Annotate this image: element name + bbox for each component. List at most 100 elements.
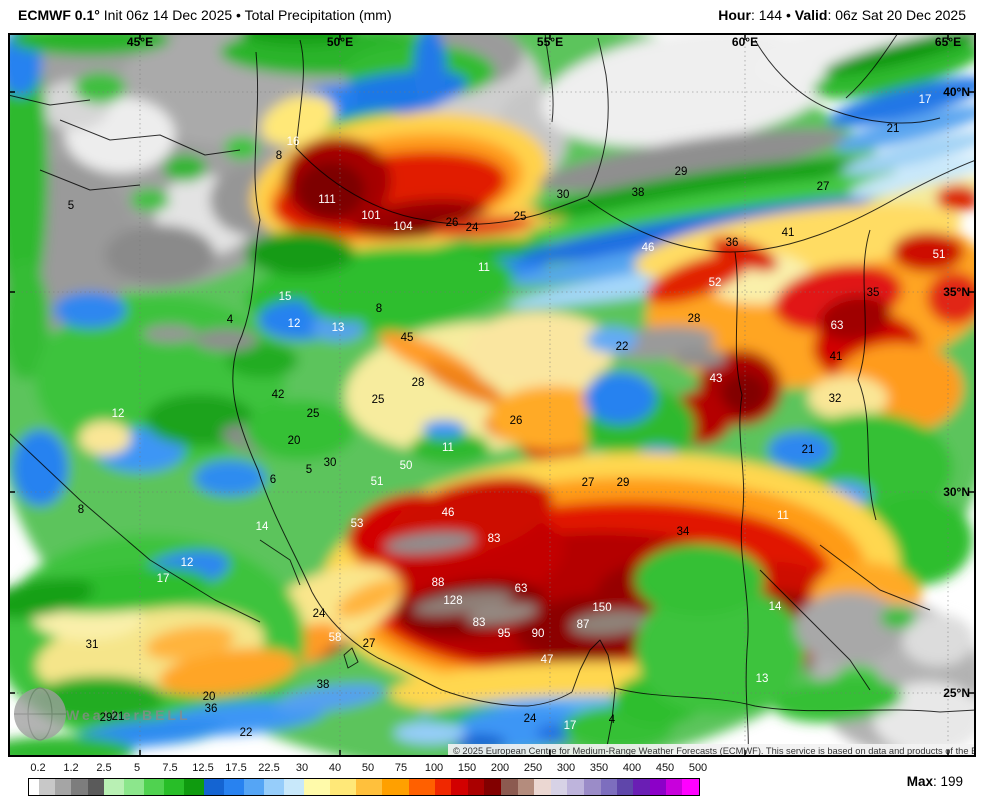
legend-tick: 350 [589, 762, 609, 774]
precip-value: 26 [510, 415, 523, 427]
precip-value: 41 [782, 227, 795, 239]
precip-value: 88 [432, 577, 445, 589]
precip-value: 34 [677, 526, 690, 538]
legend-tick: 450 [655, 762, 675, 774]
precip-value: 52 [709, 277, 722, 289]
precip-value: 14 [256, 521, 269, 533]
precip-value: 30 [557, 189, 570, 201]
legend-tick: 250 [523, 762, 543, 774]
precip-value: 8 [276, 150, 282, 162]
legend-color-cell [666, 779, 682, 795]
precip-value: 4 [609, 714, 616, 726]
legend-color-cell [104, 779, 124, 795]
map-title: ECMWF 0.1° Init 06z 14 Dec 2025 • Total … [18, 7, 392, 23]
legend-color-cell [518, 779, 534, 795]
precip-value: 6 [270, 474, 276, 486]
lon-label: 60°E [732, 35, 758, 49]
weatherbell-watermark: WeatherBELL [14, 687, 191, 741]
lat-label: 35°N [943, 285, 970, 299]
legend-tick: 22.5 [258, 762, 280, 774]
legend-tick: 500 [688, 762, 708, 774]
precip-value: 47 [541, 654, 554, 666]
precip-value: 25 [372, 394, 385, 406]
precip-value: 38 [317, 679, 330, 691]
precip-value: 24 [313, 608, 326, 620]
legend-colorbar [28, 778, 700, 796]
lon-label: 55°E [537, 35, 563, 49]
map-canvas: WeatherBELL © 2025 European Centre for Me… [8, 33, 976, 757]
legend-tick: 100 [424, 762, 444, 774]
legend-color-cell [468, 779, 484, 795]
precip-value: 11 [777, 510, 789, 522]
legend-color-cell [71, 779, 88, 795]
precip-value: 22 [240, 727, 253, 739]
legend-bar: 0.2 1.2 2.5 5 7.5 12.5 17.5 22.5 30 40 50 75 100 150 2… [0, 758, 984, 808]
legend-color-cell [184, 779, 204, 795]
precipitation-map: WeatherBELL © 2025 European Centre for Me… [8, 33, 976, 757]
legend-tick: 300 [556, 762, 576, 774]
precip-value: 36 [205, 703, 218, 715]
legend-color-cell [284, 779, 304, 795]
precip-value: 27 [817, 181, 830, 193]
max-value: : 199 [932, 774, 963, 789]
precip-value: 32 [829, 393, 842, 405]
legend-color-cell [29, 779, 39, 795]
legend-color-cell [534, 779, 551, 795]
precip-value: 8 [78, 504, 84, 516]
lat-label: 40°N [943, 85, 970, 99]
precip-value: 21 [112, 711, 125, 723]
precip-value: 28 [688, 313, 701, 325]
legend-tick: 150 [457, 762, 477, 774]
legend-tick: 0.2 [30, 762, 46, 774]
precip-value: 31 [86, 639, 99, 651]
precip-value: 87 [577, 619, 590, 631]
precip-value: 22 [616, 341, 629, 353]
legend-tick: 40 [328, 762, 342, 774]
legend-color-cell [633, 779, 650, 795]
precip-value: 17 [919, 94, 932, 106]
precip-value: 14 [769, 601, 782, 613]
legend-color-cell [435, 779, 451, 795]
valid-value: : 06z Sat 20 Dec 2025 [827, 7, 966, 23]
precip-value: 5 [306, 464, 312, 476]
legend-color-cell [501, 779, 518, 795]
copyright-strip [448, 744, 976, 757]
legend-tick: 12.5 [192, 762, 214, 774]
precip-value: 12 [181, 557, 194, 569]
precip-value: 35 [867, 287, 880, 299]
precip-value: 17 [157, 573, 170, 585]
legend-color-cell [356, 779, 382, 795]
legend-color-cell [551, 779, 567, 795]
precip-value: 11 [478, 262, 490, 274]
precip-value: 27 [582, 477, 595, 489]
precip-value: 29 [617, 477, 630, 489]
precip-value: 24 [524, 713, 537, 725]
precip-value: 12 [112, 408, 125, 420]
legend-color-cell [617, 779, 633, 795]
precip-value: 53 [351, 518, 364, 530]
precip-value: 104 [393, 221, 413, 233]
svg-text:WeatherBELL: WeatherBELL [66, 707, 191, 723]
legend-tick: 17.5 [225, 762, 247, 774]
legend-tick: 30 [295, 762, 309, 774]
precip-value: 16 [287, 136, 300, 148]
valid-label: Valid [794, 7, 828, 23]
precip-value: 63 [831, 320, 844, 332]
precip-value: 51 [933, 249, 946, 261]
precip-value: 12 [288, 318, 301, 330]
legend-color-cell [484, 779, 501, 795]
lat-label: 25°N [943, 686, 970, 700]
precip-value: 25 [514, 211, 527, 223]
precip-value: 83 [473, 617, 486, 629]
legend-tick: 200 [490, 762, 510, 774]
legend-color-cell [601, 779, 617, 795]
lon-label: 65°E [935, 35, 961, 49]
precip-value: 29 [675, 166, 688, 178]
lon-label: 50°E [327, 35, 353, 49]
title-bar: ECMWF 0.1° Init 06z 14 Dec 2025 • Total … [0, 0, 984, 33]
legend-color-cell [567, 779, 584, 795]
precip-value: 42 [272, 389, 285, 401]
legend-tick: 400 [622, 762, 642, 774]
precip-value: 58 [329, 632, 342, 644]
